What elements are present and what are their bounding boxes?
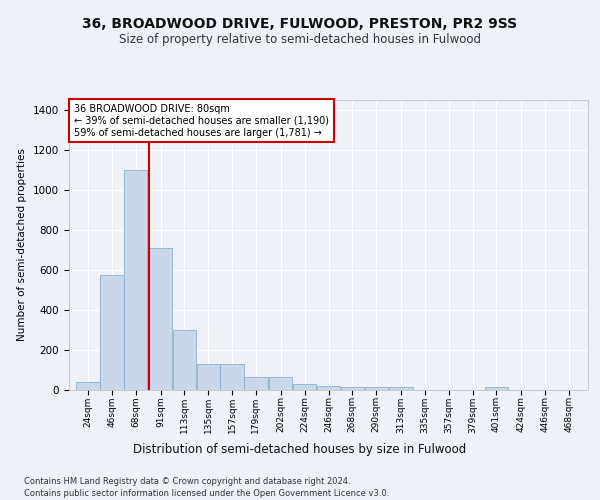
Bar [173, 330, 196, 390]
Bar [365, 387, 388, 390]
Text: Distribution of semi-detached houses by size in Fulwood: Distribution of semi-detached houses by … [133, 442, 467, 456]
Bar [485, 387, 508, 390]
Y-axis label: Number of semi-detached properties: Number of semi-detached properties [17, 148, 28, 342]
Text: 36 BROADWOOD DRIVE: 80sqm
← 39% of semi-detached houses are smaller (1,190)
59% : 36 BROADWOOD DRIVE: 80sqm ← 39% of semi-… [74, 104, 329, 138]
Bar [124, 170, 148, 390]
Bar [197, 364, 220, 390]
Bar [317, 386, 340, 390]
Bar [76, 382, 100, 390]
Bar [149, 248, 172, 390]
Text: Size of property relative to semi-detached houses in Fulwood: Size of property relative to semi-detach… [119, 32, 481, 46]
Bar [293, 384, 316, 390]
Bar [269, 377, 292, 390]
Text: 36, BROADWOOD DRIVE, FULWOOD, PRESTON, PR2 9SS: 36, BROADWOOD DRIVE, FULWOOD, PRESTON, P… [82, 18, 518, 32]
Bar [220, 364, 244, 390]
Bar [244, 377, 268, 390]
Bar [341, 387, 364, 390]
Text: Contains HM Land Registry data © Crown copyright and database right 2024.: Contains HM Land Registry data © Crown c… [24, 478, 350, 486]
Bar [100, 275, 124, 390]
Text: Contains public sector information licensed under the Open Government Licence v3: Contains public sector information licen… [24, 489, 389, 498]
Bar [389, 387, 413, 390]
